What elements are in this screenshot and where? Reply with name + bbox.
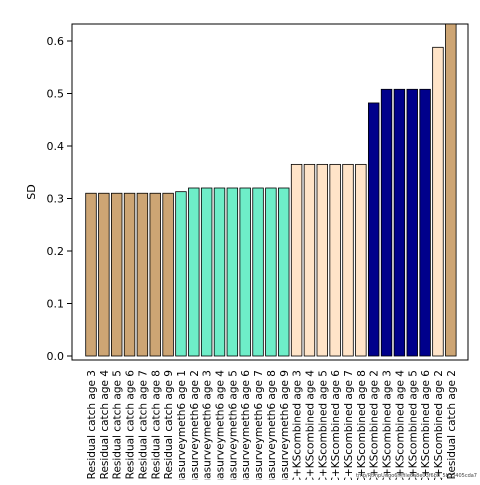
bar xyxy=(380,88,393,357)
category-label: uasurveymeth6 age 1 xyxy=(176,370,188,480)
y-tick-label: 0.6 xyxy=(47,35,65,48)
bar xyxy=(252,187,264,357)
bar xyxy=(303,163,316,357)
bar xyxy=(226,187,239,357)
category-label: C+KScombined age 5 xyxy=(407,370,419,480)
y-tick-label: 0.5 xyxy=(47,88,65,101)
category-label: uasurveymeth6 age 7 xyxy=(253,370,265,480)
category-label: uasurveymeth6 age 3 xyxy=(202,370,214,480)
bar xyxy=(278,187,290,357)
category-label: uasurveymeth6 age 8 xyxy=(266,370,278,480)
bar xyxy=(265,187,277,357)
bar xyxy=(123,192,136,357)
category-label: Residual catch age 8 xyxy=(150,370,162,479)
category-label: C+KScombined age 2 xyxy=(369,370,381,480)
category-label: C+KScombined age 3 xyxy=(382,370,394,480)
category-label: uasurveymeth6 age 9 xyxy=(279,370,291,480)
bar xyxy=(162,192,174,357)
category-label: C+KScombined age 7 xyxy=(343,370,355,480)
y-tick-label: 0.2 xyxy=(47,245,65,258)
category-label: C+KScombined age 6 xyxy=(420,370,432,480)
plot-frame xyxy=(71,23,469,361)
bar xyxy=(239,187,251,357)
y-tick-label: 0.0 xyxy=(47,350,65,363)
y-tick-label: 0.3 xyxy=(47,193,65,206)
category-label: C+KScombined age 4 xyxy=(394,370,406,480)
bar xyxy=(367,102,380,357)
bar xyxy=(136,192,149,357)
category-label: uasurveymeth6 age 2 xyxy=(189,370,201,480)
category-label: Residual catch age 6 xyxy=(125,370,137,480)
category-label: Residual catch age 2 xyxy=(446,370,458,479)
bar xyxy=(316,163,329,357)
category-label: C+KScombined age 5 xyxy=(317,370,329,480)
category-label: Residual catch age 5 xyxy=(112,370,124,479)
bar xyxy=(200,187,213,357)
category-label: uasurveymeth6 age 6 xyxy=(240,370,252,480)
category-label: Residual catch age 4 xyxy=(99,370,111,480)
watermark-text: tmp/RtmpUdgo6h/file6a8e03f6b8_5b33405cda… xyxy=(356,473,477,479)
bar xyxy=(393,88,406,357)
bar xyxy=(98,192,110,357)
bar xyxy=(213,187,226,357)
bar xyxy=(290,163,303,357)
bar xyxy=(149,192,161,357)
category-label: C+KScombined age 4 xyxy=(304,370,316,480)
category-label: C+KScombined age 2 xyxy=(433,370,445,480)
bar xyxy=(329,163,341,357)
category-label: Residual catch age 7 xyxy=(137,370,149,479)
category-label: C+KScombined age 8 xyxy=(356,370,368,480)
category-label: uasurveymeth6 age 4 xyxy=(215,370,227,480)
bar xyxy=(85,192,97,357)
category-label: C+KScombined age 3 xyxy=(292,370,304,480)
bar xyxy=(445,23,457,357)
y-tick-label: 0.4 xyxy=(47,140,65,153)
y-axis: 0.0 0.1 0.2 0.3 0.4 0.5 0.6 xyxy=(47,35,72,363)
bar xyxy=(432,46,444,357)
y-tick-label: 0.1 xyxy=(47,298,65,311)
bar xyxy=(419,88,431,357)
category-label: Residual catch age 3 xyxy=(86,370,98,479)
bar xyxy=(355,163,367,357)
bars-group xyxy=(85,23,457,357)
x-axis-labels: Residual catch age 3 Residual catch age 4… xyxy=(86,370,458,485)
category-label: C+KScombined age 6 xyxy=(330,370,342,480)
category-label: Residual catch age 9 xyxy=(163,370,175,479)
bar xyxy=(111,192,123,357)
bar xyxy=(342,163,354,357)
category-label: uasurveymeth6 age 5 xyxy=(227,370,239,480)
bar xyxy=(188,187,200,357)
y-axis-label: SD xyxy=(25,184,38,199)
bar xyxy=(406,88,418,357)
bar xyxy=(175,191,187,357)
